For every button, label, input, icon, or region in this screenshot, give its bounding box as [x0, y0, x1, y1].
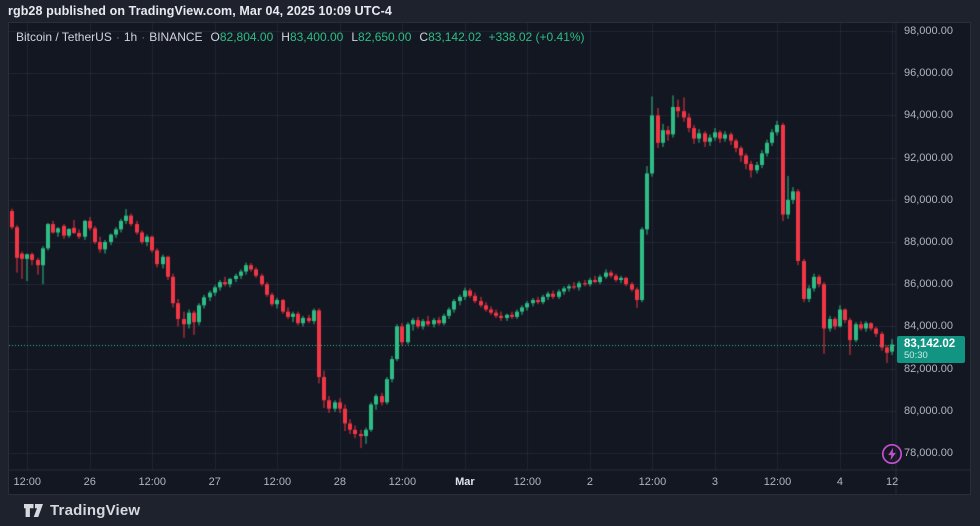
price-tick: 84,000.00 [904, 320, 953, 333]
ohlc-open-label: O [210, 30, 220, 44]
time-tick: 12:00 [13, 476, 41, 488]
attribution-text: rgb28 published on TradingView.com, Mar … [8, 4, 392, 18]
time-tick: 12:00 [763, 476, 792, 488]
boost-button[interactable] [881, 443, 903, 465]
legend-interval[interactable]: 1h [123, 30, 138, 44]
price-tick: 94,000.00 [904, 109, 953, 122]
time-tick: 27 [208, 476, 221, 488]
price-tick: 98,000.00 [904, 25, 953, 37]
price-tick: 90,000.00 [904, 193, 953, 206]
legend-exchange: BINANCE [149, 30, 203, 44]
time-tick: 2 [586, 476, 593, 488]
tradingview-logo[interactable] [24, 503, 43, 518]
lightning-icon [881, 443, 903, 465]
ohlc-high-value: 83,400.00 [289, 30, 344, 44]
footer-bar: TradingView [0, 495, 980, 526]
badge-countdown: 50:30 [904, 349, 928, 361]
ohlc-close-label: C [419, 30, 429, 44]
time-tick: 12:00 [638, 476, 667, 488]
symbol-name[interactable]: Bitcoin / TetherUS [16, 30, 112, 44]
price-axis[interactable]: 98,000.00 96,000.00 94,000.00 92,000.00 90,0… [896, 23, 972, 470]
price-tick: 80,000.00 [904, 404, 953, 417]
time-tick: Mar [455, 476, 475, 488]
price-tick: 92,000.00 [904, 151, 953, 164]
candlestick-canvas[interactable] [9, 23, 970, 494]
time-tick: 12 [885, 476, 899, 488]
current-price-badge: 83,142.02 50:30 [897, 335, 965, 363]
ohlc-open-value: 82,804.00 [219, 30, 274, 44]
legend-separator: · [141, 30, 146, 44]
time-tick: 12:00 [263, 476, 292, 488]
ohlc-low-value: 82,650.00 [358, 30, 412, 44]
time-tick: 28 [333, 476, 346, 488]
price-tick: 78,000.00 [904, 447, 953, 459]
legend-separator: · [115, 30, 120, 44]
time-tick: 26 [83, 476, 96, 488]
time-tick: 12:00 [138, 476, 167, 488]
ohlc-close-value: 83,142.02 [428, 30, 482, 44]
price-tick: 82,000.00 [904, 362, 953, 375]
change-value: +338.02 (+0.41%) [488, 30, 585, 44]
ohlc-high-label: H [281, 30, 290, 44]
price-tick: 96,000.00 [904, 67, 953, 80]
price-tick: 88,000.00 [904, 236, 953, 248]
time-tick: 12:00 [513, 476, 542, 488]
ohlc-low-label: L [351, 30, 359, 44]
chart-panel: Bitcoin / TetherUS · 1h · BINANCE O82,804.00 H… [8, 22, 971, 495]
badge-price: 83,142.02 [904, 337, 956, 350]
price-tick: 86,000.00 [904, 278, 953, 291]
time-tick: 3 [711, 476, 719, 488]
symbol-legend: Bitcoin / TetherUS · 1h · BINANCE O82,804.00 H… [16, 30, 585, 44]
time-tick: 4 [836, 476, 844, 488]
tradingview-wordmark[interactable]: TradingView [50, 502, 141, 519]
time-tick: 12:00 [388, 476, 417, 488]
time-axis[interactable]: 12:00 26 12:00 27 12:00 28 12:00 Mar 12:00 2 12:00… [9, 470, 898, 496]
